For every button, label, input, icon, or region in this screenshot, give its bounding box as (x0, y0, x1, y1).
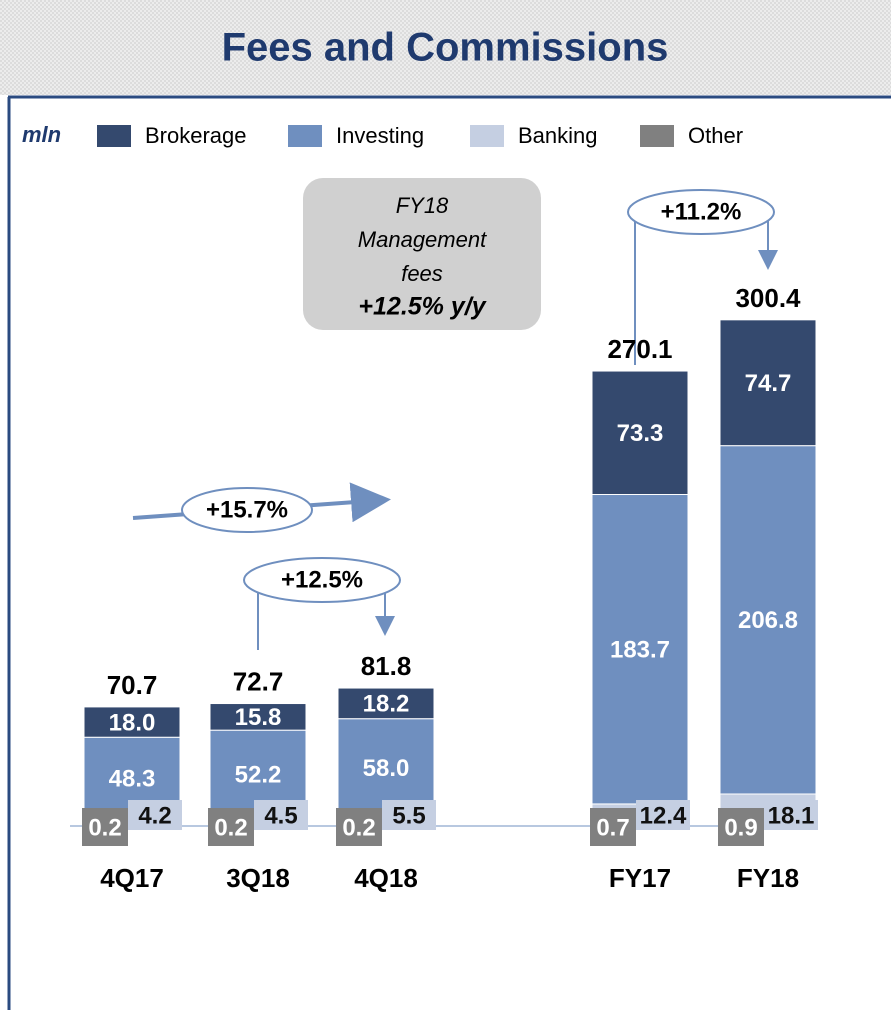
total-label: 300.4 (735, 283, 801, 313)
value-label: 18.0 (109, 709, 156, 736)
x-tick-label: 3Q18 (226, 863, 290, 893)
value-label: 12.4 (640, 802, 687, 829)
legend-label: Other (688, 123, 743, 148)
annotation: +12.5% (281, 566, 363, 593)
total-label: 72.7 (233, 666, 284, 696)
callout-text: fees (401, 261, 443, 286)
value-label: 0.2 (342, 814, 375, 841)
annotation: +15.7% (206, 496, 288, 523)
value-label: 18.2 (363, 691, 410, 718)
total-label: 70.7 (107, 670, 158, 700)
value-label: 0.2 (88, 814, 121, 841)
value-label: 73.3 (617, 420, 664, 447)
x-tick-label: 4Q18 (354, 863, 418, 893)
value-label: 5.5 (392, 802, 425, 829)
value-label: 48.3 (109, 765, 156, 792)
value-label: 0.7 (596, 814, 629, 841)
value-label: 74.7 (745, 370, 792, 397)
callout-text: +12.5% y/y (358, 293, 486, 321)
value-label: 4.5 (264, 802, 297, 829)
x-tick-label: FY18 (737, 863, 799, 893)
value-label: 0.2 (214, 814, 247, 841)
legend-swatch (470, 125, 504, 147)
value-label: 52.2 (235, 761, 282, 788)
legend-label: Brokerage (145, 123, 247, 148)
value-label: 4.2 (138, 802, 171, 829)
x-tick-label: FY17 (609, 863, 671, 893)
callout-text: Management (358, 227, 487, 252)
legend-label: Banking (518, 123, 598, 148)
value-label: 0.9 (724, 814, 757, 841)
callout-text: FY18 (396, 193, 449, 218)
unit-label: mln (22, 122, 61, 147)
legend-label: Investing (336, 123, 424, 148)
value-label: 15.8 (235, 704, 282, 731)
total-label: 81.8 (361, 651, 412, 681)
annotation: +11.2% (661, 198, 742, 225)
value-label: 18.1 (768, 802, 815, 829)
legend-swatch (288, 125, 322, 147)
legend-swatch (97, 125, 131, 147)
legend-swatch (640, 125, 674, 147)
total-label: 270.1 (607, 334, 672, 364)
value-label: 206.8 (738, 607, 798, 634)
value-label: 58.0 (363, 755, 410, 782)
value-label: 183.7 (610, 637, 670, 664)
title: Fees and Commissions (222, 26, 669, 70)
x-tick-label: 4Q17 (100, 863, 164, 893)
